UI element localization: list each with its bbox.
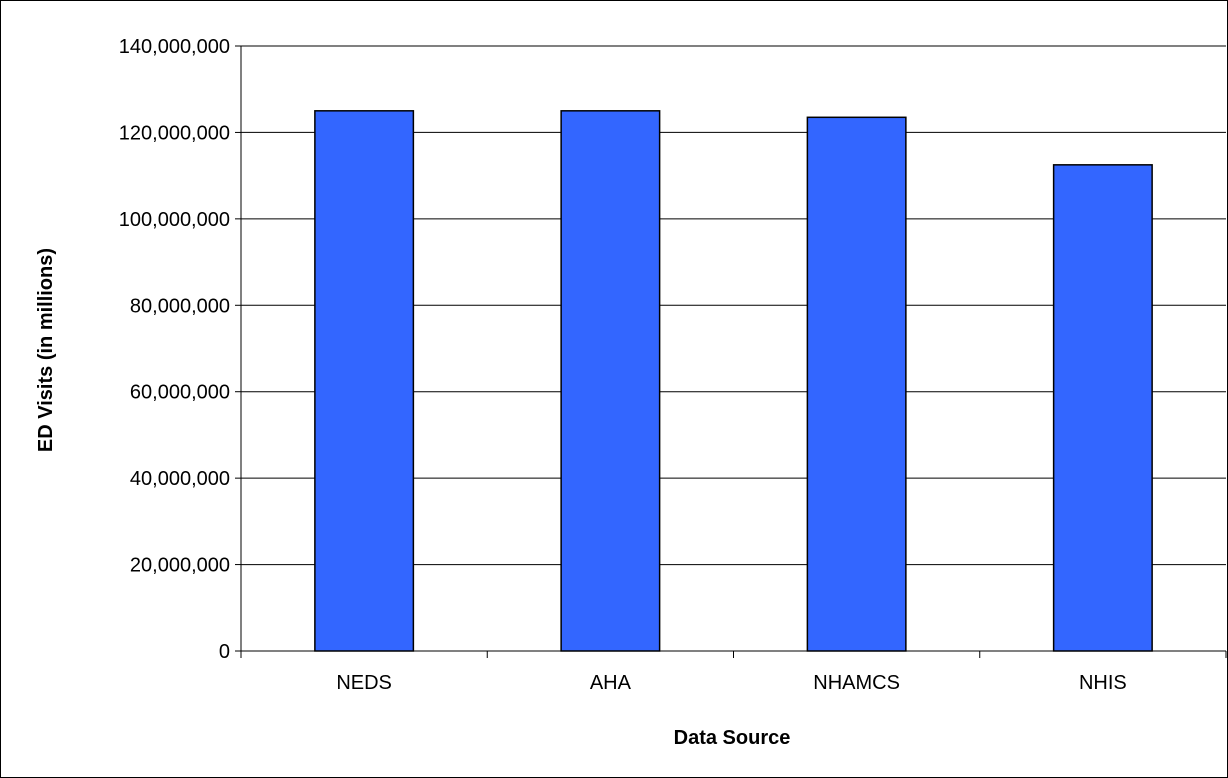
tick-labels: 0 20,000,000 40,000,000 60,000,000 80,000,00… — [119, 36, 1127, 694]
y-tick-label: 120,000,000 — [119, 122, 230, 144]
y-tick-label: 20,000,000 — [130, 555, 230, 577]
bars — [314, 110, 1153, 652]
y-tick-label: 60,000,000 — [130, 382, 230, 404]
y-tick-label: 40,000,000 — [130, 468, 230, 490]
y-tick-label: 0 — [219, 641, 230, 663]
bar-nhis — [1052, 164, 1153, 652]
axes — [235, 45, 1227, 658]
y-tick-label: 100,000,000 — [119, 209, 230, 231]
x-tick-label: NHIS — [1079, 672, 1127, 694]
x-axis-title: Data Source — [674, 727, 791, 749]
x-tick-label: NEDS — [336, 672, 392, 694]
bar-neds — [314, 110, 415, 652]
y-tick-label: 140,000,000 — [119, 36, 230, 58]
bar-aha — [560, 110, 661, 652]
y-tick-label: 80,000,000 — [130, 295, 230, 317]
x-tick-label: AHA — [590, 672, 632, 694]
y-axis-title: ED Visits (in millions) — [35, 248, 57, 452]
bar-nhamcs — [806, 116, 907, 652]
x-tick-label: NHAMCS — [813, 672, 900, 694]
